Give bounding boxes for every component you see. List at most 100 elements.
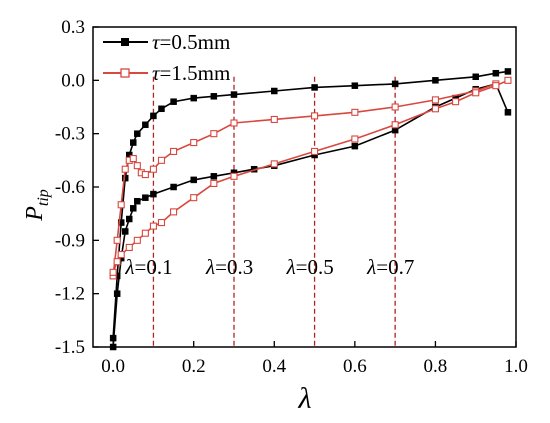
data-point bbox=[472, 73, 479, 81]
data-point bbox=[133, 236, 141, 244]
data-point bbox=[149, 222, 157, 230]
data-point bbox=[492, 69, 500, 77]
data-point bbox=[113, 258, 121, 266]
legend-label-series-1-suffix: =0.5mm bbox=[160, 30, 231, 54]
y-axis-title: Ptip bbox=[22, 189, 52, 222]
data-point bbox=[170, 183, 177, 191]
annotation-label: λ=0.5 bbox=[286, 255, 334, 279]
data-point bbox=[311, 84, 318, 91]
data-point bbox=[391, 80, 399, 88]
annotation-label-suffix: =0.7 bbox=[376, 255, 414, 279]
x-tick-label: 0.6 bbox=[343, 356, 367, 377]
data-point bbox=[158, 105, 165, 113]
data-point bbox=[351, 82, 359, 89]
data-point bbox=[452, 98, 460, 106]
data-point bbox=[141, 171, 149, 179]
annotation-label: λ=0.3 bbox=[205, 255, 253, 279]
data-point bbox=[391, 103, 399, 111]
data-point bbox=[121, 165, 129, 173]
legend: τ=0.5mm τ=1.5mm bbox=[103, 30, 230, 85]
data-point bbox=[117, 201, 125, 209]
annotations: λ=0.1 λ=0.3 λ=0.5 λ=0.7 bbox=[124, 255, 414, 279]
data-point bbox=[431, 105, 439, 113]
data-point bbox=[391, 121, 399, 129]
data-point bbox=[130, 139, 137, 146]
y-tick-label: 0.0 bbox=[61, 70, 85, 91]
y-tick-label: -0.6 bbox=[55, 177, 85, 198]
data-point bbox=[210, 173, 218, 180]
axis-ticks: 0.0 0.2 0.4 0.6 0.8 1.0 0.3 0.0 -0.3 -0.6 -0.9 -1.2… bbox=[55, 17, 528, 377]
data-point bbox=[142, 121, 149, 129]
y-tick-label: 0.3 bbox=[61, 17, 85, 38]
legend-marker-series-1 bbox=[121, 38, 129, 46]
y-axis-title-sub: tip bbox=[35, 189, 52, 206]
data-point bbox=[210, 179, 218, 187]
data-point bbox=[142, 194, 149, 201]
data-point bbox=[141, 229, 149, 237]
annotation-label-suffix: =0.1 bbox=[135, 255, 173, 279]
data-point bbox=[149, 165, 157, 173]
data-point bbox=[210, 93, 218, 100]
annotation-label-suffix: =0.5 bbox=[296, 255, 334, 279]
data-point bbox=[170, 147, 178, 155]
data-point bbox=[351, 108, 359, 116]
data-point bbox=[230, 119, 238, 127]
data-point bbox=[190, 94, 197, 102]
annotation-label-prefix: λ bbox=[124, 255, 134, 279]
data-point bbox=[190, 176, 197, 184]
y-tick-label: -0.9 bbox=[55, 230, 85, 251]
annotation-label-prefix: λ bbox=[205, 255, 215, 279]
guide-lines bbox=[152, 76, 396, 347]
legend-label-series-2-prefix: τ bbox=[152, 61, 161, 85]
data-point bbox=[113, 290, 121, 297]
data-point bbox=[126, 215, 133, 223]
data-point bbox=[125, 243, 133, 251]
x-tick-label: 0.8 bbox=[424, 356, 448, 377]
data-point bbox=[190, 194, 198, 202]
legend-label-series-2: τ=1.5mm bbox=[152, 61, 230, 85]
data-point bbox=[109, 268, 117, 276]
data-point bbox=[134, 130, 141, 137]
data-point bbox=[130, 205, 137, 212]
data-point bbox=[351, 135, 359, 143]
data-point bbox=[134, 197, 141, 205]
legend-label-series-1-prefix: τ bbox=[152, 30, 161, 54]
data-point bbox=[504, 76, 512, 84]
series-2 bbox=[109, 76, 512, 280]
annotation-label-prefix: λ bbox=[286, 255, 296, 279]
data-point bbox=[113, 236, 121, 244]
data-point bbox=[311, 112, 319, 120]
data-point bbox=[170, 98, 177, 105]
data-point bbox=[210, 130, 218, 138]
data-point bbox=[170, 208, 178, 216]
x-tick-label: 0.0 bbox=[101, 356, 125, 377]
data-point bbox=[351, 142, 359, 150]
data-point bbox=[270, 115, 278, 123]
data-point bbox=[117, 219, 125, 226]
data-point bbox=[190, 139, 198, 147]
data-point bbox=[157, 156, 166, 164]
legend-label-series-2-suffix: =1.5mm bbox=[160, 61, 231, 85]
data-point bbox=[150, 190, 157, 198]
y-tick-label: -1.5 bbox=[55, 337, 85, 358]
legend-label-series-1: τ=0.5mm bbox=[152, 30, 230, 54]
data-point bbox=[492, 82, 500, 90]
data-point bbox=[150, 112, 157, 120]
data-point bbox=[129, 155, 137, 163]
series-layer bbox=[109, 68, 512, 351]
y-axis-title-main: P bbox=[22, 206, 48, 222]
y-tick-label: -0.3 bbox=[55, 124, 85, 145]
data-point bbox=[270, 160, 278, 168]
data-point bbox=[311, 147, 319, 155]
data-point bbox=[133, 162, 141, 170]
series-line-upper bbox=[112, 83, 497, 276]
annotation-label: λ=0.7 bbox=[366, 255, 414, 279]
data-point bbox=[504, 68, 512, 75]
data-point bbox=[504, 109, 512, 116]
x-tick-label: 0.2 bbox=[182, 356, 206, 377]
y-tick-label: -1.2 bbox=[55, 284, 85, 305]
data-point bbox=[431, 96, 439, 104]
annotation-label-suffix: =0.3 bbox=[215, 255, 253, 279]
data-point bbox=[157, 219, 166, 227]
